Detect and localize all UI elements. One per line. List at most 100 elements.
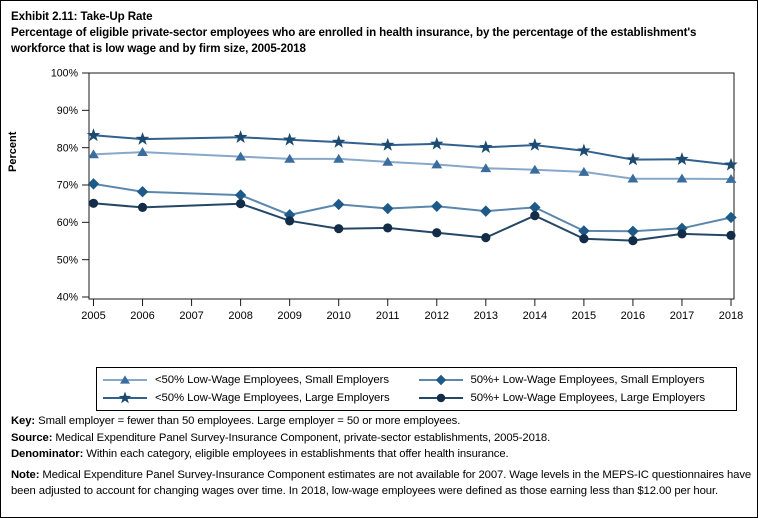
- legend-label: <50% Low-Wage Employees, Large Employers: [155, 392, 390, 404]
- diamond-marker-icon: [529, 201, 541, 214]
- footnote-key: Key: Small employer = fewer than 50 empl…: [11, 413, 753, 430]
- diamond-marker-icon: [480, 205, 492, 217]
- x-tick-label: 2011: [376, 310, 400, 322]
- x-tick-label: 2015: [572, 310, 596, 322]
- diamond-marker-icon: [725, 211, 737, 224]
- footnote-source: Source: Medical Expenditure Panel Survey…: [11, 430, 753, 447]
- circle-marker-icon: [579, 234, 589, 244]
- triangle-marker-icon: [284, 153, 296, 163]
- diamond-marker-icon: [234, 189, 247, 201]
- circle-marker-icon: [432, 228, 442, 238]
- circle-marker-icon: [436, 393, 445, 403]
- y-tick-label: 90%: [57, 105, 79, 117]
- star-marker-icon: [282, 132, 297, 146]
- x-tick-label: 2006: [130, 310, 154, 322]
- star-marker-icon: [626, 152, 640, 166]
- footnote-note-label: Note:: [11, 468, 40, 481]
- exhibit-title: Exhibit 2.11: Take-Up Rate: [11, 10, 153, 23]
- circle-marker-icon: [628, 236, 638, 246]
- triangle-marker-icon: [627, 173, 639, 183]
- circle-marker-icon: [137, 202, 148, 212]
- x-tick-label: 2013: [474, 310, 498, 322]
- x-tick-label: 2014: [523, 310, 547, 322]
- diamond-marker-icon: [578, 225, 590, 237]
- star-marker-icon: [135, 131, 150, 145]
- star-marker-icon: [430, 136, 444, 150]
- triangle-marker-icon: [431, 159, 443, 169]
- diamond-marker-icon: [431, 200, 443, 212]
- circle-marker-icon: [88, 198, 99, 208]
- title-block: Exhibit 2.11: Take-Up Rate Percentage of…: [11, 9, 753, 57]
- triangle-marker-icon: [137, 147, 148, 157]
- footnote-key-label: Key:: [11, 415, 36, 427]
- x-tick-label: 2018: [719, 310, 743, 322]
- plot-border: [88, 72, 735, 300]
- footnote-key-text: Small employer = fewer than 50 employees…: [35, 415, 461, 427]
- triangle-marker-icon: [578, 166, 590, 176]
- triangle-marker-icon: [529, 164, 541, 174]
- series-line: [93, 151, 732, 180]
- x-tick-label: 2017: [670, 310, 694, 322]
- legend-label: 50%+ Low-Wage Employees, Small Employers: [470, 374, 705, 386]
- x-tick-label: 2007: [179, 310, 203, 322]
- triangle-marker-icon: [382, 156, 394, 166]
- series-line: [93, 202, 732, 242]
- series-line: [93, 182, 732, 233]
- diamond-marker-icon: [435, 374, 446, 386]
- y-tick-label: 80%: [57, 142, 79, 154]
- x-tick-label: 2012: [425, 310, 449, 322]
- y-tick-label: 70%: [57, 180, 79, 192]
- diamond-marker-icon: [382, 202, 394, 215]
- triangle-legend-swatch: [103, 375, 147, 384]
- x-tick-label: 2008: [228, 310, 252, 322]
- triangle-marker-icon: [676, 173, 688, 183]
- triangle-marker-icon: [120, 375, 130, 384]
- circle-marker-icon: [285, 216, 295, 226]
- legend-item: 50%+ Low-Wage Employees, Large Employers: [417, 390, 733, 406]
- diamond-marker-icon: [332, 198, 345, 211]
- footnote-denominator-text: Within each category, eligible employees…: [83, 448, 509, 460]
- diamond-marker-icon: [136, 186, 149, 198]
- y-axis-label: Percent: [7, 131, 19, 172]
- star-marker-icon: [528, 137, 542, 151]
- exhibit-subtitle: Percentage of eligible private-sector em…: [11, 26, 697, 55]
- y-tick-label: 40%: [57, 292, 79, 304]
- circle-marker-icon: [726, 230, 736, 240]
- star-marker-icon: [724, 157, 738, 171]
- circle-marker-icon: [383, 223, 393, 233]
- circle-marker-icon: [236, 199, 246, 209]
- legend-item: <50% Low-Wage Employees, Large Employers: [101, 390, 417, 406]
- circle-marker-icon: [530, 211, 540, 221]
- triangle-marker-icon: [480, 163, 492, 173]
- footnote-note-text: Medical Expenditure Panel Survey-Insuran…: [11, 468, 752, 498]
- footnotes: Key: Small employer = fewer than 50 empl…: [11, 413, 753, 500]
- star-marker-icon: [233, 130, 248, 143]
- footnote-denominator-label: Denominator:: [11, 448, 84, 460]
- star-marker-icon: [479, 140, 493, 154]
- circle-marker-icon: [334, 224, 344, 234]
- triangle-marker-icon: [235, 151, 247, 161]
- y-tick-label: 60%: [57, 217, 79, 229]
- y-tick-label: 100%: [51, 68, 79, 80]
- footnote-denominator: Denominator: Within each category, eligi…: [11, 446, 753, 463]
- star-marker-icon: [331, 134, 346, 148]
- legend: <50% Low-Wage Employees, Small Employers…: [96, 367, 737, 411]
- triangle-marker-icon: [725, 174, 737, 183]
- circle-marker-icon: [677, 229, 687, 239]
- legend-label: <50% Low-Wage Employees, Small Employers: [155, 374, 389, 386]
- star-marker-icon: [675, 152, 689, 165]
- legend-item: 50%+ Low-Wage Employees, Small Employers: [417, 372, 733, 388]
- triangle-marker-icon: [88, 149, 99, 159]
- star-marker-icon: [86, 128, 101, 142]
- diamond-marker-icon: [87, 178, 100, 190]
- triangle-marker-icon: [333, 153, 345, 163]
- x-tick-label: 2016: [621, 310, 645, 322]
- star-marker-icon: [380, 137, 395, 151]
- y-tick-label: 50%: [57, 254, 79, 266]
- footnote-source-text: Medical Expenditure Panel Survey-Insuran…: [52, 431, 551, 444]
- star-marker-icon: [118, 391, 132, 404]
- x-tick-label: 2005: [81, 310, 105, 322]
- footnote-note: Note: Medical Expenditure Panel Survey-I…: [11, 467, 753, 500]
- star-marker-icon: [577, 143, 591, 157]
